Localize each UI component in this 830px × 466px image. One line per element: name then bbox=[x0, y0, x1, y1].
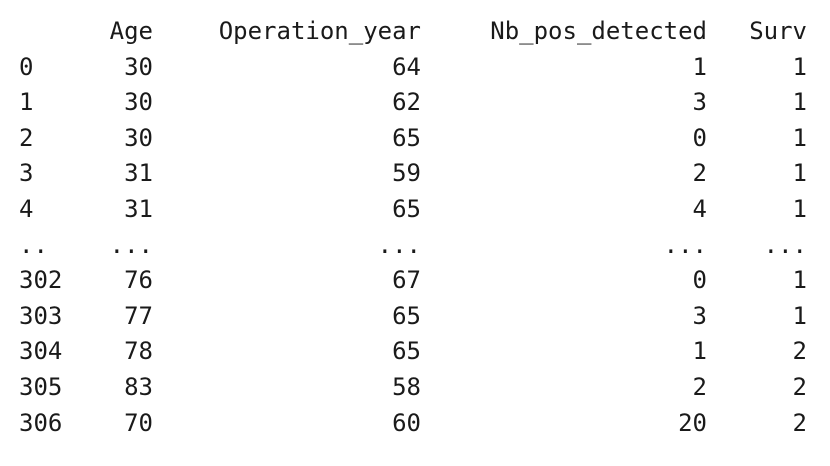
table-header: Age Operation_year Nb_pos_detected Surv bbox=[19, 14, 807, 50]
table-row: 1 30 62 3 1 bbox=[19, 85, 807, 121]
row-index: 305 bbox=[19, 372, 63, 401]
cell-nb-pos-detected: 2 bbox=[692, 159, 707, 188]
row-index: 303 bbox=[19, 301, 63, 330]
cell-surv: 1 bbox=[792, 159, 807, 188]
column-header-surv: Surv bbox=[749, 17, 807, 45]
row-index: 4 bbox=[19, 194, 34, 223]
cell-nb-pos-detected: 2 bbox=[692, 372, 707, 401]
cell-operation-year: 65 bbox=[392, 301, 421, 330]
cell-age: 77 bbox=[124, 301, 153, 330]
cell-surv: 1 bbox=[792, 194, 807, 223]
cell-operation-year: 67 bbox=[392, 266, 421, 295]
table-row: 0 30 64 1 1 bbox=[19, 50, 807, 86]
cell-age: 30 bbox=[124, 52, 153, 81]
cell-operation-year: ... bbox=[377, 230, 421, 259]
dataframe-output: Age Operation_year Nb_pos_detected Surv … bbox=[19, 14, 807, 441]
index-header bbox=[19, 14, 101, 50]
cell-nb-pos-detected: 1 bbox=[692, 337, 707, 366]
table-row: 305 83 58 2 2 bbox=[19, 370, 807, 406]
cell-age: 31 bbox=[124, 159, 153, 188]
cell-operation-year: 65 bbox=[392, 123, 421, 152]
row-index: 2 bbox=[19, 123, 34, 152]
cell-age: 78 bbox=[124, 337, 153, 366]
cell-operation-year: 62 bbox=[392, 88, 421, 117]
cell-nb-pos-detected: 0 bbox=[692, 266, 707, 295]
row-index: 304 bbox=[19, 337, 63, 366]
table-row: 4 31 65 4 1 bbox=[19, 192, 807, 228]
cell-nb-pos-detected: 3 bbox=[692, 88, 707, 117]
cell-surv: 1 bbox=[792, 88, 807, 117]
table-row: 2 30 65 0 1 bbox=[19, 121, 807, 157]
cell-surv: 1 bbox=[792, 266, 807, 295]
table-row: 303 77 65 3 1 bbox=[19, 299, 807, 335]
row-index: .. bbox=[19, 230, 48, 259]
row-index: 306 bbox=[19, 408, 63, 437]
table-row: 302 76 67 0 1 bbox=[19, 263, 807, 299]
cell-operation-year: 60 bbox=[392, 408, 421, 437]
cell-operation-year: 64 bbox=[392, 52, 421, 81]
cell-nb-pos-detected: 0 bbox=[692, 123, 707, 152]
column-header-age: Age bbox=[109, 17, 153, 45]
column-header-operation-year: Operation_year bbox=[218, 17, 421, 45]
cell-surv: 2 bbox=[792, 337, 807, 366]
column-header-nb-pos-detected: Nb_pos_detected bbox=[490, 17, 707, 45]
cell-age: 30 bbox=[124, 123, 153, 152]
cell-surv: 2 bbox=[792, 408, 807, 437]
cell-age: 70 bbox=[124, 408, 153, 437]
table-body: 0 30 64 1 1 1 30 62 3 1 2 30 65 0 1 3 31 59 2 1 4 31 65 4 1.....… bbox=[19, 50, 807, 442]
row-index: 1 bbox=[19, 88, 34, 117]
row-index: 3 bbox=[19, 159, 34, 188]
table-row: .............. bbox=[19, 228, 807, 264]
cell-surv: ... bbox=[763, 230, 807, 259]
row-index: 302 bbox=[19, 266, 63, 295]
cell-age: 76 bbox=[124, 266, 153, 295]
cell-operation-year: 58 bbox=[392, 372, 421, 401]
row-index: 0 bbox=[19, 52, 34, 81]
header-row: Age Operation_year Nb_pos_detected Surv bbox=[19, 14, 807, 50]
table-row: 3 31 59 2 1 bbox=[19, 156, 807, 192]
cell-surv: 2 bbox=[792, 372, 807, 401]
cell-surv: 1 bbox=[792, 301, 807, 330]
cell-surv: 1 bbox=[792, 123, 807, 152]
cell-age: 30 bbox=[124, 88, 153, 117]
cell-age: 31 bbox=[124, 194, 153, 223]
cell-operation-year: 59 bbox=[392, 159, 421, 188]
cell-age: 83 bbox=[124, 372, 153, 401]
table-row: 306 70 60 20 2 bbox=[19, 406, 807, 442]
cell-age: ... bbox=[109, 230, 153, 259]
cell-surv: 1 bbox=[792, 52, 807, 81]
cell-nb-pos-detected: 3 bbox=[692, 301, 707, 330]
cell-nb-pos-detected: ... bbox=[663, 230, 707, 259]
cell-operation-year: 65 bbox=[392, 194, 421, 223]
table-row: 304 78 65 1 2 bbox=[19, 334, 807, 370]
cell-nb-pos-detected: 20 bbox=[678, 408, 707, 437]
cell-nb-pos-detected: 1 bbox=[692, 52, 707, 81]
cell-nb-pos-detected: 4 bbox=[692, 194, 707, 223]
cell-operation-year: 65 bbox=[392, 337, 421, 366]
